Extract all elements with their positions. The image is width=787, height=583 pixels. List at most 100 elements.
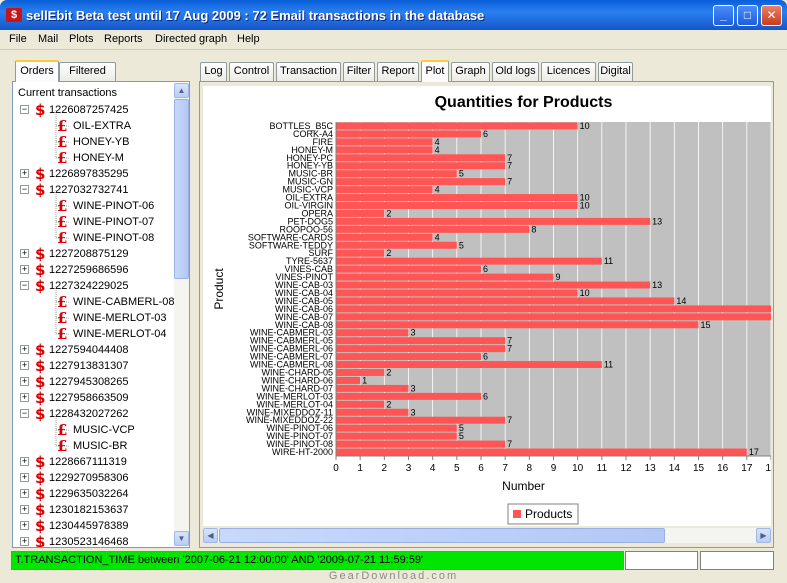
scroll-thumb[interactable] (174, 99, 189, 279)
expand-icon[interactable]: + (20, 488, 29, 498)
expand-icon[interactable]: + (20, 504, 29, 514)
window-title: sellEbit Beta test until 17 Aug 2009 : 7… (26, 8, 485, 23)
expand-icon[interactable]: + (20, 168, 29, 178)
collapse-icon[interactable]: − (20, 184, 29, 194)
expand-icon[interactable]: + (20, 456, 29, 466)
tree-order-node[interactable]: + $1230182153637 (13, 502, 173, 518)
tab-graph[interactable]: Graph (451, 62, 490, 81)
tree-order-node[interactable]: − $1227324229025 (13, 278, 173, 294)
data-label: 4 (435, 185, 440, 195)
x-tick-label: 8 (527, 463, 533, 474)
bar (336, 249, 385, 257)
expand-icon[interactable]: + (20, 376, 29, 386)
orders-tree[interactable]: Current transactions − $1226087257425 £ OIL… (12, 81, 190, 548)
menu-help[interactable]: Help (237, 33, 260, 45)
tab-control[interactable]: Control (229, 62, 274, 81)
tree-product-node[interactable]: £ WINE-PINOT-08 (13, 230, 173, 246)
scroll-left-button[interactable]: ◀ (203, 528, 218, 543)
scroll-right-button[interactable]: ▶ (756, 528, 771, 543)
tab-report[interactable]: Report (377, 62, 419, 81)
close-button[interactable]: ✕ (761, 5, 782, 26)
tree-order-node[interactable]: + $1227945308265 (13, 374, 173, 390)
bar (336, 273, 554, 281)
tree-order-node[interactable]: + $1227259686596 (13, 262, 173, 278)
expand-icon[interactable]: + (20, 392, 29, 402)
expand-icon[interactable]: + (20, 536, 29, 546)
category-label: PET-DOG5 (287, 216, 333, 226)
tree-order-node[interactable]: + $1228667111319 (13, 454, 173, 470)
category-label: SURF (309, 248, 334, 258)
tab-filter[interactable]: Filter (343, 62, 375, 81)
tree-order-node[interactable]: + $1227958663509 (13, 390, 173, 406)
tree-order-node[interactable]: − $1226087257425 (13, 102, 173, 118)
dollar-icon: $ (35, 357, 46, 375)
menu-file[interactable]: File (9, 33, 27, 45)
tree-order-node[interactable]: + $1226897835295 (13, 166, 173, 182)
collapse-icon[interactable]: − (20, 280, 29, 290)
tab-orders[interactable]: Orders (15, 60, 59, 82)
tree-product-node[interactable]: £ WINE-PINOT-07 (13, 214, 173, 230)
tree-order-node[interactable]: + $1229270958306 (13, 470, 173, 486)
tree-product-node[interactable]: £ WINE-MERLOT-04 (13, 326, 173, 342)
collapse-icon[interactable]: − (20, 104, 29, 114)
expand-icon[interactable]: + (20, 360, 29, 370)
tree-order-node[interactable]: + $1230445978389 (13, 518, 173, 534)
tree-vertical-scrollbar[interactable]: ▲ ▼ (174, 83, 189, 546)
tree-order-node[interactable]: − $1227032732741 (13, 182, 173, 198)
menu-mail[interactable]: Mail (38, 33, 59, 45)
expand-icon[interactable]: + (20, 520, 29, 530)
tab-transaction[interactable]: Transaction (276, 62, 341, 81)
bar (336, 281, 651, 289)
collapse-icon[interactable]: − (20, 408, 29, 418)
tree-product-node[interactable]: £ WINE-MERLOT-03 (13, 310, 173, 326)
tab-old-logs[interactable]: Old logs (492, 62, 539, 81)
data-label: 7 (507, 177, 512, 187)
tree-product-node[interactable]: £ WINE-CABMERL-08 (13, 293, 174, 311)
data-label: 7 (507, 336, 512, 346)
tab-filtered[interactable]: Filtered (59, 62, 116, 81)
tree-product-node[interactable]: £ HONEY-M (13, 150, 173, 166)
tree-order-node[interactable]: + $1227208875129 (13, 246, 173, 262)
tree-order-node[interactable]: + $1229635032264 (13, 486, 173, 502)
tree-order-label: 1227032732741 (49, 184, 129, 196)
tree-order-node[interactable]: + $1230523146468 (13, 534, 173, 547)
data-label: 2 (386, 368, 391, 378)
data-label: 6 (483, 352, 488, 362)
tree-product-node[interactable]: £ OIL-EXTRA (13, 118, 173, 134)
bar (336, 162, 506, 170)
bar (336, 178, 506, 186)
expand-icon[interactable]: + (20, 248, 29, 258)
tree-product-node[interactable]: £ MUSIC-VCP (13, 422, 173, 438)
bar (336, 186, 433, 194)
scroll-down-button[interactable]: ▼ (174, 531, 189, 546)
menu-directed-graph[interactable]: Directed graph (155, 33, 228, 45)
bar (336, 329, 409, 337)
tab-licences[interactable]: Licences (541, 62, 596, 81)
category-label: WINE-PINOT-07 (266, 431, 333, 441)
tree-order-node[interactable]: + $1227913831307 (13, 358, 173, 374)
h-scroll-thumb[interactable] (219, 528, 665, 543)
tab-plot[interactable]: Plot (421, 60, 449, 82)
bar (336, 146, 433, 154)
title-bar[interactable]: $ sellEbit Beta test until 17 Aug 2009 :… (0, 0, 787, 30)
tree-order-node[interactable]: − $1228432027262 (13, 406, 173, 422)
tree-order-node[interactable]: + $1227594044408 (13, 342, 173, 358)
tree-product-node[interactable]: £ WINE-PINOT-06 (13, 198, 173, 214)
expand-icon[interactable]: + (20, 264, 29, 274)
minimize-button[interactable]: _ (713, 5, 734, 26)
menu-reports[interactable]: Reports (104, 33, 143, 45)
maximize-button[interactable]: □ (737, 5, 758, 26)
scroll-up-button[interactable]: ▲ (174, 83, 189, 98)
plot-horizontal-scrollbar[interactable]: ◀ ▶ (203, 528, 771, 543)
pound-icon: £ (57, 293, 68, 311)
tree-product-node[interactable]: £ HONEY-YB (13, 134, 173, 150)
tab-log[interactable]: Log (200, 62, 227, 81)
tab-digital[interactable]: Digital (598, 62, 633, 81)
tree-product-node[interactable]: £ MUSIC-BR (13, 438, 173, 454)
category-label: WINE-CHARD-06 (261, 375, 333, 385)
data-label: 7 (507, 344, 512, 354)
expand-icon[interactable]: + (20, 472, 29, 482)
expand-icon[interactable]: + (20, 344, 29, 354)
menu-plots[interactable]: Plots (69, 33, 94, 45)
category-label: TYRE-5637 (286, 256, 333, 266)
